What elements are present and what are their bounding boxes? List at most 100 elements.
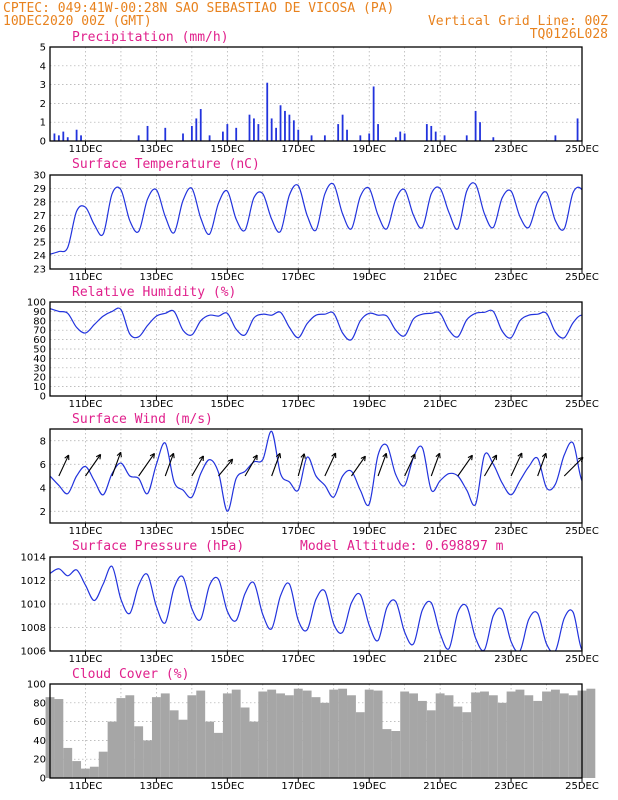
cloud-bar <box>302 690 312 778</box>
x-tick-label: 21DEC <box>423 272 457 283</box>
cloud-bar <box>364 689 374 778</box>
precip-bar <box>292 120 295 141</box>
precip-bar <box>66 137 69 141</box>
wind-arrow-head <box>382 452 388 459</box>
humidity-series-line <box>50 307 582 341</box>
y-tick-label: 90 <box>33 307 46 318</box>
precip-bar <box>195 118 198 141</box>
y-tick-label: 2 <box>40 99 46 110</box>
x-tick-label: 19DEC <box>352 399 386 410</box>
wind-arrow-head <box>149 452 155 459</box>
wind-arrow <box>164 453 175 477</box>
cloud-bar <box>506 691 516 778</box>
x-tick-label: 21DEC <box>423 654 457 665</box>
y-tick-label: 26 <box>33 224 46 235</box>
y-tick-label: 50 <box>33 345 46 356</box>
x-tick-label: 17DEC <box>281 654 315 665</box>
cloud-bar <box>417 700 427 778</box>
temperature-series-line <box>50 182 582 255</box>
precip-bar <box>372 86 375 141</box>
y-tick-label: 60 <box>33 717 46 728</box>
x-tick-label: 11DEC <box>69 399 103 410</box>
precip-bar <box>279 105 282 141</box>
x-tick-label: 19DEC <box>352 781 386 792</box>
wind-arrow <box>483 454 498 477</box>
cloud-bar <box>497 702 507 778</box>
wind-arrow <box>563 456 584 477</box>
wind-arrow-head <box>541 452 548 459</box>
cloud-bar <box>231 689 241 778</box>
precip-bar <box>80 135 82 141</box>
header-station: CPTEC: 049:41W-00:28N SAO SEBASTIAO DE V… <box>3 1 394 16</box>
precip-bar <box>492 137 495 141</box>
y-tick-label: 3 <box>40 80 46 91</box>
y-tick-label: 1012 <box>21 576 46 587</box>
x-tick-label: 25DEC <box>565 526 599 537</box>
cloud-bar <box>98 751 108 778</box>
precip-bar <box>270 118 273 141</box>
y-tick-label: 5 <box>40 43 46 54</box>
x-tick-label: 13DEC <box>140 399 174 410</box>
cloud-bar <box>320 702 330 778</box>
precip-bar <box>222 131 224 141</box>
y-tick-label: 80 <box>33 698 46 709</box>
x-tick-label: 17DEC <box>281 399 315 410</box>
cloud-bar <box>293 688 303 778</box>
y-tick-label: 27 <box>33 211 46 222</box>
x-tick-label: 13DEC <box>140 654 174 665</box>
wind-arrow <box>510 452 523 477</box>
wind-arrow <box>297 453 305 477</box>
precip-bar <box>275 127 277 141</box>
x-tick-label: 19DEC <box>352 272 386 283</box>
x-tick-label: 19DEC <box>352 526 386 537</box>
precip-bar <box>323 135 326 141</box>
y-tick-label: 23 <box>33 265 46 276</box>
x-tick-label: 13DEC <box>140 781 174 792</box>
x-tick-label: 15DEC <box>210 526 244 537</box>
wind-arrow-head <box>275 452 282 459</box>
wind-arrow <box>377 453 387 477</box>
wind-arrow-head <box>198 455 204 462</box>
cloud-bar <box>196 690 206 778</box>
x-tick-label: 19DEC <box>352 144 386 155</box>
precip-bar <box>190 125 193 141</box>
wind-vectors <box>58 451 584 477</box>
cloud-bar <box>524 695 534 778</box>
cloud-bar <box>435 693 445 778</box>
wind-arrow-head <box>410 453 416 460</box>
cloud-bar <box>249 721 259 778</box>
y-tick-label: 28 <box>33 197 46 208</box>
y-tick-label: 2 <box>40 507 46 518</box>
wind-arrow-head <box>360 455 366 462</box>
wind-arrow <box>351 455 366 477</box>
y-tick-label: 40 <box>33 354 46 365</box>
y-tick-label: 60 <box>33 335 46 346</box>
precip-bar <box>368 133 371 141</box>
x-tick-label: 11DEC <box>69 272 103 283</box>
cloud-bar <box>409 693 418 778</box>
cloud-bar <box>329 689 339 778</box>
x-tick-label: 25DEC <box>565 272 599 283</box>
panel-frame <box>49 174 583 270</box>
precip-bar <box>288 114 291 141</box>
precip-bar <box>465 135 468 141</box>
cloud-bar <box>400 691 410 778</box>
cloud-bar <box>542 691 551 778</box>
panel-frame <box>49 556 583 652</box>
panel-frame <box>49 46 583 142</box>
wind-series-line <box>50 430 582 512</box>
x-tick-label: 11DEC <box>69 144 103 155</box>
y-tick-label: 29 <box>33 184 46 195</box>
wind-arrow <box>404 453 416 477</box>
y-tick-label: 40 <box>33 736 46 747</box>
cloud-bar <box>382 729 392 778</box>
cloud-bar <box>267 689 277 778</box>
x-tick-label: 17DEC <box>281 526 315 537</box>
precip-bar <box>257 124 260 141</box>
x-tick-label: 23DEC <box>494 781 528 792</box>
precip-bar <box>474 110 477 141</box>
x-tick-label: 15DEC <box>210 781 244 792</box>
x-tick-label: 15DEC <box>210 144 244 155</box>
precip-bar <box>182 133 184 141</box>
